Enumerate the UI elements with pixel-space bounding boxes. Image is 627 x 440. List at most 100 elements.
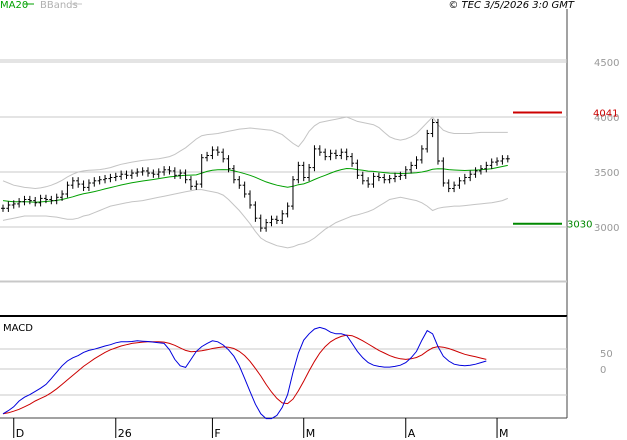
price-gridlines	[0, 59, 567, 283]
ma20-series-line	[2, 164, 508, 203]
ohlc-bar	[419, 145, 424, 164]
ohlc-bar	[162, 166, 167, 176]
price-y-tick-label: 4500	[594, 58, 619, 69]
ohlc-bar	[425, 129, 430, 153]
ohlc-bar	[409, 161, 414, 174]
macd-y-tick-label: 0	[600, 365, 606, 376]
ohlc-bar	[393, 172, 398, 183]
ohlc-bar	[210, 146, 215, 160]
price-y-tick-label: 3000	[594, 223, 619, 234]
ohlc-bar	[382, 173, 387, 184]
ohlc-bar	[129, 169, 134, 179]
ohlc-bar	[360, 171, 365, 185]
ohlc-bar	[344, 148, 349, 161]
ohlc-bar	[468, 170, 473, 182]
macd-lines	[2, 326, 487, 420]
ohlc-bar	[269, 215, 274, 227]
ohlc-bar	[323, 148, 328, 161]
ohlc-bar	[226, 155, 231, 173]
ohlc-bar	[172, 167, 177, 179]
ohlc-bar	[505, 155, 510, 163]
ohlc-bar	[6, 201, 11, 212]
ohlc-bar	[253, 201, 258, 222]
price-y-tick-label: 3500	[594, 168, 619, 179]
price-y-tick-label: 4000	[594, 113, 619, 124]
macd-y-tick-labels: 500	[600, 349, 613, 376]
ohlc-bar	[317, 145, 322, 156]
x-tick-label: F	[214, 427, 220, 440]
ohlc-bar	[103, 174, 108, 184]
ohlc-bar	[54, 193, 59, 205]
ohlc-bar	[65, 181, 70, 198]
ohlc-bar	[43, 194, 48, 204]
ohlc-bar	[145, 167, 150, 177]
ohlc-bar	[441, 157, 446, 187]
ohlc-bar	[500, 155, 505, 165]
ohlc-bar	[70, 177, 75, 189]
ohlc-bar	[151, 169, 156, 178]
resistance-label: 4041	[593, 108, 618, 119]
ohlc-bar	[414, 156, 419, 170]
ohlc-bar	[108, 173, 113, 183]
ohlc-bar	[49, 195, 54, 205]
ohlc-bar	[199, 154, 204, 188]
ohlc-bar	[11, 200, 16, 209]
ohlc-bar	[264, 218, 269, 232]
ohlc-bar	[17, 198, 22, 208]
ohlc-bar	[205, 151, 210, 162]
ohlc-bar	[290, 176, 295, 210]
ohlc-bar	[194, 180, 199, 190]
ohlc-bar	[355, 159, 360, 179]
ohlc-bar	[33, 196, 38, 207]
level-lines	[513, 111, 562, 225]
macd-panel-label: MACD	[3, 323, 33, 334]
ohlc-bar	[135, 168, 140, 177]
ohlc-bar	[167, 166, 172, 175]
signal-line	[2, 334, 487, 415]
ohlc-bar	[237, 176, 242, 189]
ohlc-bar	[285, 202, 290, 218]
ohlc-bar	[248, 190, 253, 209]
legend-ma20: MA20	[0, 0, 28, 11]
ohlc-bar	[398, 171, 403, 181]
ohlc-bar	[473, 167, 478, 178]
ohlc-bar	[312, 145, 317, 172]
ohlc-bar	[376, 172, 381, 182]
price-y-tick-labels: 4500 4000 3500 3000	[594, 58, 619, 234]
x-tick-label: 26	[118, 427, 132, 440]
x-tick-label: M	[499, 427, 509, 440]
price-panel	[0, 9, 567, 315]
ohlc-bar	[452, 181, 457, 193]
ohlc-bar	[430, 118, 435, 138]
ohlc-bar	[328, 149, 333, 161]
ohlc-bar	[435, 118, 440, 165]
timestamp: © TEC 3/5/2026 3:0 GMT	[448, 0, 575, 11]
ohlc-bar	[156, 168, 161, 178]
ohlc-bar	[478, 165, 483, 175]
ohlc-bar	[1, 204, 5, 212]
ohlc-bar	[366, 177, 371, 188]
ohlc-bar	[457, 177, 462, 189]
ohlc-bar	[307, 163, 312, 182]
x-tick-label: M	[306, 427, 316, 440]
ohlc-bar	[339, 148, 344, 160]
ohlc-bar	[27, 195, 32, 205]
ohlc-bar	[113, 172, 118, 182]
ohlc-bar	[178, 169, 183, 179]
x-axis: D 26 F M A M	[13, 418, 509, 440]
ohlc-bar	[183, 169, 188, 184]
ohlc-bar	[231, 165, 236, 184]
bollinger-bands	[2, 116, 508, 249]
ohlc-bar	[462, 173, 467, 185]
ohlc-bar	[97, 176, 102, 185]
macd-gridlines	[0, 348, 567, 396]
ohlc-bar	[333, 149, 338, 160]
ma20-line	[2, 164, 508, 203]
ohlc-bar	[274, 215, 279, 225]
ohlc-bar	[484, 161, 489, 173]
ohlc-bar	[22, 195, 27, 206]
ohlc-bar	[350, 152, 355, 167]
ohlc-bar	[371, 172, 376, 188]
upper-band-line	[2, 116, 508, 190]
